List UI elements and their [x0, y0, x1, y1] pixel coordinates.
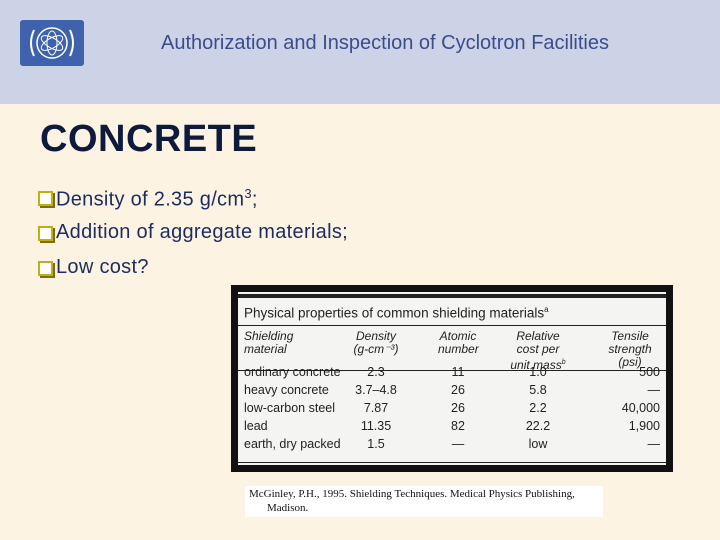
table-cell: 11.35 — [360, 419, 392, 433]
header-line: (g-cm⁻³) — [353, 342, 399, 356]
table-cell: low-carbon steel — [244, 401, 336, 415]
logo-icon — [30, 27, 74, 59]
header-title: Authorization and Inspection of Cyclotro… — [160, 32, 609, 54]
column-header: Atomic number — [438, 329, 479, 356]
table-cell: 1,900 — [628, 419, 660, 433]
table-cell: ordinary concrete — [244, 365, 341, 379]
header-band — [0, 0, 720, 104]
bullet-marker — [38, 261, 53, 276]
header-line: material — [244, 342, 287, 356]
bullet: Density of 2.35 g/cm3; — [38, 186, 258, 212]
header-line: Tensile — [611, 329, 649, 343]
table-cell: — — [647, 383, 661, 397]
table-cell: 26 — [451, 401, 465, 415]
table-title: Physical properties of common shielding … — [244, 305, 549, 321]
table-cell: 2.3 — [367, 365, 385, 379]
table-cell: 11 — [451, 365, 465, 379]
rule — [238, 370, 666, 371]
logo — [20, 20, 84, 66]
header-line: strength — [608, 342, 652, 356]
rule — [238, 325, 666, 326]
bullet-marker — [38, 191, 53, 206]
table-image: Physical properties of common shielding … — [231, 285, 673, 472]
table-cell: 82 — [451, 419, 465, 433]
table-cell: — — [451, 437, 465, 451]
column-header: Density (g-cm⁻³) — [346, 330, 406, 356]
citation-line: McGinley, P.H., 1995. Shielding Techniqu… — [249, 488, 575, 500]
table-cell: — — [647, 437, 661, 451]
table-cell: 40,000 — [621, 401, 660, 415]
citation: McGinley, P.H., 1995. Shielding Techniqu… — [245, 486, 603, 517]
bullet-text: Density of 2.35 g/cm — [56, 188, 245, 211]
table: Physical properties of common shielding … — [238, 292, 666, 465]
table-cell: 7.87 — [363, 401, 389, 415]
bullet-text: Low cost? — [56, 256, 149, 278]
table-cell: 3.7–4.8 — [355, 383, 397, 397]
column-header: Relative cost per unit massb — [508, 330, 568, 372]
superscript: 3 — [244, 186, 252, 201]
table-cell: 1.5 — [367, 437, 385, 451]
header-line: Shielding — [244, 329, 294, 343]
table-cell: 22.2 — [525, 419, 551, 433]
header-line: number — [438, 342, 479, 356]
bullet-text: Addition of aggregate materials; — [56, 221, 348, 243]
table-cell: 26 — [451, 383, 465, 397]
table-cell: earth, dry packed — [244, 437, 341, 451]
header-line: Relative — [516, 329, 560, 343]
table-cell: 5.8 — [529, 383, 547, 397]
table-cell: 500 — [639, 365, 660, 379]
header-note: b — [561, 359, 566, 366]
table-cell: lead — [244, 419, 268, 433]
header-line: unit massb — [510, 358, 566, 372]
rule — [238, 294, 666, 298]
bullet: Low cost? — [38, 256, 149, 279]
header-line: cost per — [516, 342, 560, 356]
column-header: Tensile strength (psi) — [600, 330, 660, 369]
table-cell: 2.2 — [529, 401, 547, 415]
table-cell: low — [528, 437, 548, 451]
header-line: Density — [355, 329, 396, 343]
table-cell: heavy concrete — [244, 383, 329, 397]
slide-heading: CONCRETE — [40, 118, 258, 160]
header-line: Atomic — [439, 329, 477, 343]
title-note: a — [544, 305, 549, 314]
bullet-marker — [38, 226, 53, 241]
header-line: (psi) — [618, 355, 642, 369]
citation-line: Madison. — [267, 502, 309, 514]
bullet: Addition of aggregate materials; — [38, 221, 348, 244]
rule — [238, 462, 666, 463]
bullet-tail: ; — [251, 188, 258, 211]
column-header: Shielding material — [244, 330, 354, 356]
table-cell: 1.0 — [529, 365, 547, 379]
